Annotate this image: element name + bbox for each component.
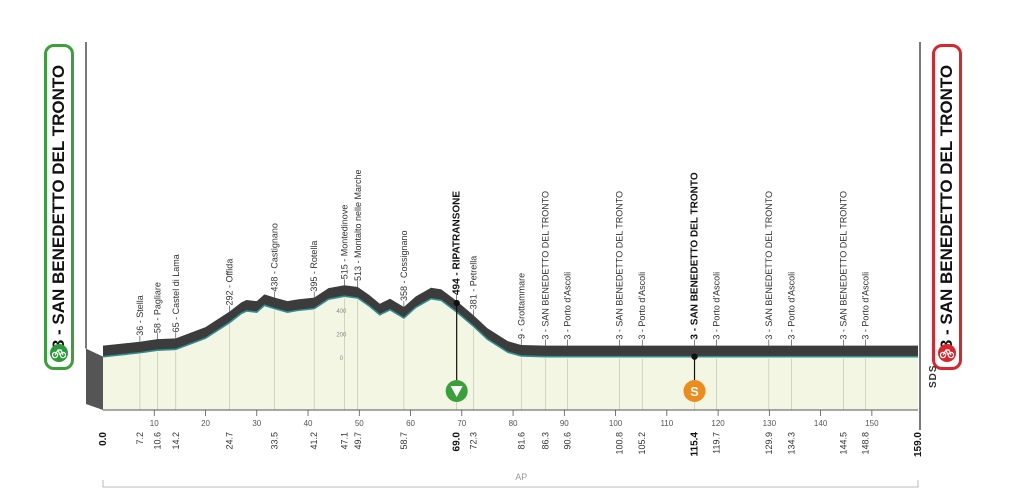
waypoint-label: 438 - Castignano (270, 223, 280, 292)
km-label: 90.6 (562, 432, 572, 450)
km-label: 58.7 (399, 432, 409, 450)
elevation-tick-label: 0 (340, 356, 344, 362)
ap-bracket (102, 480, 919, 488)
axis-tick-label: 70 (457, 419, 466, 428)
waypoint-label: 58 - Pagliare (152, 282, 162, 333)
km-label: 134.3 (786, 432, 796, 455)
axis-tick-label: 140 (814, 419, 828, 428)
waypoint-label: 3 - Porto d'Ascoli (786, 272, 796, 340)
waypoint-label: 3 - SAN BENEDETTO DEL TRONTO (764, 191, 774, 340)
waypoint-label: 494 - RIPATRANSONE (452, 191, 463, 295)
waypoint-label: 3 - SAN BENEDETTO DEL TRONTO (615, 191, 625, 340)
km-label: 7.2 (135, 432, 145, 445)
waypoint-label: 3 - Porto d'Ascoli (712, 272, 722, 340)
km-label: 41.2 (309, 432, 319, 450)
start-badge-label: 3 - SAN BENEDETTO DEL TRONTO (49, 64, 68, 350)
km-label: 24.7 (225, 432, 235, 450)
km-label: 159.0 (913, 432, 924, 457)
axis-tick-label: 150 (865, 419, 879, 428)
waypoint-label: 292 - Offida (225, 259, 235, 306)
axis-tick-label: 10 (150, 419, 159, 428)
km-label: 69.0 (452, 432, 463, 452)
km-label: 72.3 (469, 432, 479, 450)
waypoint-label: 9 - Grottammare (516, 273, 526, 339)
kom-triangle-glyph (450, 386, 463, 397)
waypoint-label: 513 - Montalto nelle Marche (353, 169, 363, 281)
elevation-tick-label: 200 (336, 332, 347, 338)
axis-tick-label: 100 (609, 419, 623, 428)
waypoint-label: 36 - Stella (135, 295, 145, 336)
km-label: 49.7 (353, 432, 363, 450)
waypoint-label: 395 - Rotella (309, 241, 319, 292)
sprint-icon (683, 380, 706, 402)
brand-logo: SDS (928, 364, 939, 388)
profile-side (86, 348, 103, 410)
axis-tick-label: 120 (711, 419, 725, 428)
finish-badge-label: 3 - SAN BENEDETTO DEL TRONTO (937, 64, 956, 350)
axis-tick-label: 60 (406, 419, 415, 428)
km-label: 100.8 (615, 432, 625, 455)
km-label: 33.5 (270, 432, 280, 450)
axis-tick-label: 40 (304, 419, 313, 428)
elevation-tick-label: 400 (336, 309, 347, 315)
road-line (102, 295, 918, 358)
km-label: 129.9 (764, 432, 774, 455)
waypoint-label: 65 - Castel di Lama (171, 254, 181, 332)
waypoint-label: 3 - SAN BENEDETTO DEL TRONTO (839, 191, 849, 340)
bicycle-icon (50, 344, 68, 362)
profile-shadow (103, 285, 918, 363)
axis-tick-label: 80 (509, 419, 518, 428)
km-label: 14.2 (171, 432, 181, 450)
axis-tick-label: 50 (355, 419, 364, 428)
km-label: 86.3 (540, 432, 550, 450)
waypoint-label: 358 - Cossignano (399, 231, 409, 302)
bicycle-icon (938, 344, 956, 362)
waypoint-label: 3 - Porto d'Ascoli (637, 272, 647, 340)
waypoint-label: 3 - SAN BENEDETTO DEL TRONTO (690, 172, 701, 339)
waypoint-label: 3 - Porto d'Ascoli (861, 272, 871, 340)
axis-tick-label: 90 (560, 419, 569, 428)
km-label: 105.2 (637, 432, 647, 455)
km-label: 148.8 (861, 432, 871, 455)
waypoint-label: 3 - SAN BENEDETTO DEL TRONTO (540, 191, 550, 340)
km-label: 10.6 (152, 432, 162, 450)
km-label: 144.5 (839, 432, 849, 455)
axis-tick-label: 110 (660, 419, 673, 428)
sprint-label: S (690, 384, 699, 399)
axis-tick-label: 20 (201, 419, 210, 428)
km-label: 0.0 (98, 432, 109, 446)
waypoint-label: 515 - Montedinove (339, 205, 349, 280)
waypoint-label: 381 - Petrella (469, 256, 479, 310)
ap-label: AP (515, 472, 527, 482)
finish-badge: 3 - SAN BENEDETTO DEL TRONTO (932, 44, 962, 370)
start-badge: 3 - SAN BENEDETTO DEL TRONTO (44, 44, 74, 370)
km-label: 81.6 (516, 432, 526, 450)
km-label: 47.1 (339, 432, 349, 450)
axis-tick-label: 30 (252, 419, 261, 428)
waypoint-label: 3 - Porto d'Ascoli (562, 272, 572, 340)
axis-tick-label: 130 (763, 419, 777, 428)
km-label: 115.4 (690, 432, 701, 457)
km-label: 119.7 (712, 432, 722, 454)
